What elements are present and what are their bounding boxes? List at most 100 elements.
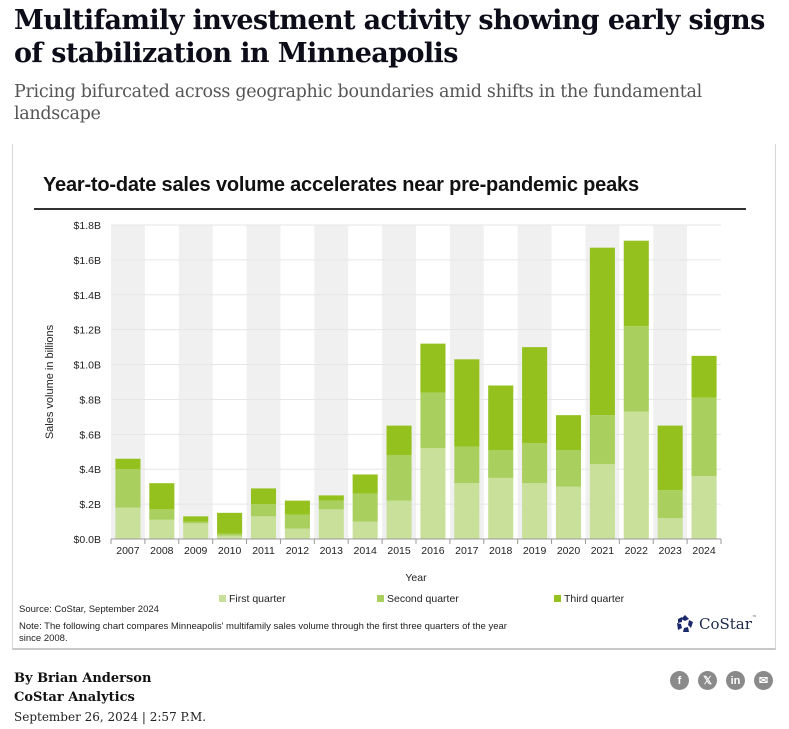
bar-segment-2024-q3 (691, 355, 717, 398)
y-tick-label: $1.6B (74, 255, 101, 267)
bar-segment-2018-q1 (488, 477, 514, 539)
bar-segment-2011-q2 (250, 504, 277, 517)
chart-note: Note: The following chart compares Minne… (19, 621, 507, 644)
bar-segment-2020-q2 (555, 450, 582, 487)
x-tick-label: 2008 (150, 545, 174, 557)
bar-segment-2015-q3 (386, 425, 412, 456)
x-tick-label: 2024 (692, 545, 716, 557)
bar-segment-2009-q3 (183, 516, 209, 522)
costar-logo-text: CoStar™ (699, 615, 757, 633)
bar-segment-2023-q2 (657, 490, 683, 519)
bar-segment-2007-q3 (115, 458, 141, 470)
share-bar: f 𝕏 in ✉ (670, 671, 773, 690)
bar-segment-2017-q1 (454, 483, 480, 539)
legend-swatch-q2 (377, 595, 384, 602)
bar-segment-2012-q3 (284, 500, 310, 515)
bar-segment-2022-q2 (623, 326, 649, 412)
x-tick-label: 2022 (625, 545, 649, 557)
y-tick-label: $.8B (79, 394, 101, 406)
x-tick-label: 2012 (286, 545, 310, 557)
linkedin-icon[interactable]: in (726, 671, 745, 690)
x-tick-label: 2014 (353, 545, 377, 557)
bar-segment-2012-q1 (284, 528, 310, 539)
bar-segment-2016-q3 (420, 343, 446, 393)
y-tick-label: $.6B (79, 429, 101, 441)
bar-segment-2024-q2 (691, 397, 717, 477)
y-tick-label: $.4B (79, 464, 101, 476)
legend-swatch-q1 (219, 595, 226, 602)
bar-segment-2023-q3 (657, 425, 683, 491)
y-tick-label: $1.0B (74, 360, 101, 372)
y-tick-label: $1.4B (74, 290, 101, 302)
bar-segment-2021-q3 (589, 247, 615, 416)
x-tick-label: 2011 (252, 545, 275, 557)
x-twitter-icon[interactable]: 𝕏 (698, 671, 717, 690)
bar-segment-2020-q3 (555, 415, 582, 451)
x-tick-label: 2013 (320, 545, 344, 557)
bar-segment-2024-q1 (691, 476, 717, 539)
column-shade (246, 225, 281, 539)
bar-segment-2007-q2 (115, 469, 141, 508)
bar-segment-2022-q3 (623, 240, 649, 327)
bar-segment-2013-q3 (318, 495, 344, 501)
y-tick-label: $.2B (79, 499, 101, 511)
article-subheadline: Pricing bifurcated across geographic bou… (14, 82, 702, 124)
bar-segment-2017-q2 (454, 446, 480, 484)
x-axis-title: Year (405, 572, 427, 584)
y-tick-label: $1.8B (74, 220, 101, 232)
chart-plot-area: $0.0B $.2B $.4B $.6B $.8B $1.0B $1.2B $1.4B $1.6… (44, 220, 722, 605)
bar-segment-2019-q3 (522, 347, 548, 444)
column-shade (178, 225, 213, 539)
bar-segment-2008-q1 (149, 519, 175, 539)
bar-segment-2010-q1 (217, 535, 243, 539)
x-tick-label: 2017 (455, 545, 479, 557)
y-tick-label: $0.0B (74, 534, 101, 546)
bar-segment-2019-q2 (522, 443, 548, 484)
bar-segment-2021-q2 (589, 415, 615, 464)
publish-date: September 26, 2024 | 2:57 P.M. (14, 710, 207, 724)
bar-segment-2007-q1 (115, 507, 141, 539)
legend-swatch-q3 (554, 595, 561, 602)
costar-star-icon (677, 615, 693, 632)
chart-figure: Year-to-date sales volume accelerates ne… (12, 144, 776, 650)
x-tick-label: 2010 (218, 545, 242, 557)
bar-segment-2020-q1 (555, 486, 582, 539)
x-tick-label: 2018 (489, 545, 513, 557)
bar-segment-2009-q2 (183, 521, 209, 524)
bar-segment-2010-q3 (217, 512, 243, 534)
legend-label-q3: Third quarter (564, 593, 625, 605)
bar-segment-2021-q1 (589, 463, 615, 539)
legend-label-q1: First quarter (229, 593, 286, 605)
chart-title-divider (34, 208, 746, 210)
chart-title: Year-to-date sales volume accelerates ne… (43, 174, 639, 196)
x-tick-label: 2015 (387, 545, 411, 557)
bar-segment-2013-q2 (318, 500, 344, 510)
bar-segment-2011-q1 (250, 516, 277, 539)
bar-segment-2014-q3 (352, 474, 378, 494)
costar-logo: CoStar™ (675, 614, 757, 634)
bar-segment-2016-q2 (420, 392, 446, 449)
x-tick-label: 2009 (184, 545, 208, 557)
x-tick-label: 2016 (421, 545, 445, 557)
legend-label-q2: Second quarter (387, 593, 459, 605)
bar-segment-2018-q3 (488, 385, 514, 451)
facebook-icon[interactable]: f (670, 671, 689, 690)
author-organization: CoStar Analytics (14, 690, 135, 705)
bar-segment-2010-q2 (217, 533, 243, 536)
bar-segment-2009-q1 (183, 523, 209, 539)
bar-segment-2018-q2 (488, 450, 514, 478)
email-icon[interactable]: ✉ (754, 671, 773, 690)
y-tick-label: $1.2B (74, 325, 101, 337)
author-name[interactable]: By Brian Anderson (14, 671, 152, 686)
bar-segment-2023-q1 (657, 518, 683, 539)
bar-segment-2008-q2 (149, 509, 175, 520)
bar-segment-2015-q1 (386, 500, 412, 539)
bar-segment-2016-q1 (420, 448, 446, 539)
y-axis-title: Sales volume in billions (44, 324, 56, 439)
bar-segment-2019-q1 (522, 483, 548, 539)
bar-segment-2017-q3 (454, 359, 480, 447)
x-tick-label: 2023 (658, 545, 682, 557)
x-tick-label: 2020 (557, 545, 581, 557)
bar-segment-2013-q1 (318, 509, 344, 539)
x-tick-label: 2007 (116, 545, 140, 557)
